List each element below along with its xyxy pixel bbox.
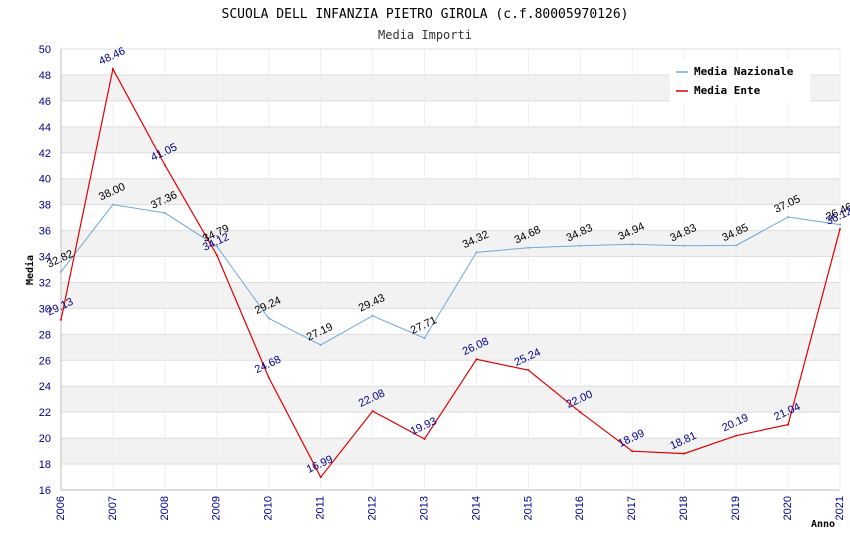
data-point-media-ente	[319, 476, 322, 479]
grid-band	[61, 126, 840, 153]
x-tick-label: 2011	[315, 496, 327, 520]
data-point-media-nazionale	[267, 317, 270, 320]
data-label-media-ente: 20.19	[720, 412, 750, 435]
x-tick-label: 2008	[159, 496, 171, 520]
y-tick-label: 28	[39, 329, 51, 341]
y-tick-label: 18	[39, 459, 51, 471]
data-point-media-ente	[215, 253, 218, 256]
y-tick-label: 20	[39, 433, 51, 445]
data-point-media-nazionale	[371, 314, 374, 317]
x-tick-label: 2019	[730, 496, 742, 520]
series-line-media-ente	[60, 67, 841, 479]
x-tick-label: 2020	[782, 496, 794, 520]
x-tick-label: 2010	[263, 496, 275, 520]
grid-band	[61, 438, 840, 465]
x-tick-label: 2021	[834, 496, 846, 520]
y-tick-label: 16	[39, 485, 51, 497]
legend: Media Nazionale Media Ente	[670, 60, 810, 102]
y-tick-label: 50	[39, 44, 51, 56]
data-point-media-nazionale	[683, 244, 686, 247]
y-tick-label: 44	[39, 122, 51, 134]
data-point-media-ente	[163, 164, 166, 167]
x-tick-label: 2018	[678, 496, 690, 520]
data-point-media-ente	[371, 410, 374, 413]
data-point-media-ente	[60, 318, 62, 321]
x-tick-label: 2016	[574, 496, 586, 520]
data-point-media-nazionale	[631, 243, 634, 246]
data-point-media-ente	[527, 369, 530, 372]
y-tick-label: 42	[39, 148, 51, 160]
x-tick-label: 2017	[626, 496, 638, 520]
data-point-media-nazionale	[60, 270, 62, 273]
y-tick-label: 22	[39, 407, 51, 419]
y-tick-label: 48	[39, 70, 51, 82]
y-tick-label: 24	[39, 381, 51, 393]
data-label-media-ente: 19.93	[409, 415, 439, 438]
data-point-media-nazionale	[579, 244, 582, 247]
data-point-media-ente	[735, 434, 738, 437]
grid-band	[61, 230, 840, 257]
data-point-media-ente	[475, 358, 478, 361]
y-tick-label: 34	[39, 252, 51, 264]
legend-label-media-ente: Media Ente	[694, 84, 761, 97]
data-point-media-nazionale	[163, 211, 166, 214]
x-tick-label: 2013	[418, 496, 430, 520]
y-tick-label: 36	[39, 226, 51, 238]
grid-bands	[61, 74, 840, 465]
data-point-media-nazionale	[839, 223, 841, 226]
grid-band	[61, 178, 840, 205]
axes	[60, 49, 840, 491]
data-point-media-nazionale	[215, 245, 218, 248]
y-tick-label: 46	[39, 96, 51, 108]
y-tick-label: 40	[39, 174, 51, 186]
data-point-media-nazionale	[423, 337, 426, 340]
data-point-media-nazionale	[527, 246, 530, 249]
x-tick-label: 2012	[367, 496, 379, 520]
x-tick-label: 2006	[55, 496, 67, 520]
y-tick-label: 30	[39, 303, 51, 315]
data-point-media-ente	[423, 438, 426, 441]
y-axis-label: Media	[24, 255, 36, 285]
y-tick-label: 32	[39, 277, 51, 289]
x-tick-label: 2007	[107, 496, 119, 520]
data-point-media-ente	[267, 376, 270, 379]
x-tick-label: 2009	[211, 496, 223, 520]
data-label-media-ente: 29.13	[45, 296, 75, 319]
data-point-media-nazionale	[319, 343, 322, 346]
data-point-media-ente	[787, 423, 790, 426]
data-point-media-nazionale	[475, 251, 478, 254]
x-axis-label: Anno	[811, 519, 835, 530]
legend-box	[670, 60, 810, 102]
data-point-media-ente	[631, 450, 634, 453]
y-tick-label: 26	[39, 355, 51, 367]
data-point-media-ente	[683, 452, 686, 455]
grid-band	[61, 334, 840, 361]
data-point-media-nazionale	[787, 215, 790, 218]
data-point-media-nazionale	[735, 244, 738, 247]
data-point-media-ente	[839, 228, 841, 231]
y-tick-labels: 16 18 20 22 24 26 28 30 32 34 36 38 40 42 44 46 48 50	[39, 44, 51, 497]
series-layer	[60, 67, 841, 479]
chart-title: SCUOLA DELL INFANZIA PIETRO GIROLA (c.f.…	[222, 7, 629, 22]
x-tick-label: 2014	[470, 496, 482, 520]
chart-subtitle: Media Importi	[378, 28, 472, 42]
x-tick-label: 2015	[522, 496, 534, 520]
data-label-media-nazionale: 27.71	[409, 314, 439, 337]
data-point-media-nazionale	[111, 203, 114, 206]
data-point-media-ente	[111, 67, 114, 70]
data-point-media-ente	[579, 411, 582, 414]
x-tick-labels: 2006 2007 2008 2009 2010 2011 2012 2013 2014 2015…	[55, 496, 846, 520]
y-tick-label: 38	[39, 200, 51, 212]
legend-label-media-nazionale: Media Nazionale	[694, 65, 794, 78]
series-line-media-nazionale	[60, 204, 841, 346]
